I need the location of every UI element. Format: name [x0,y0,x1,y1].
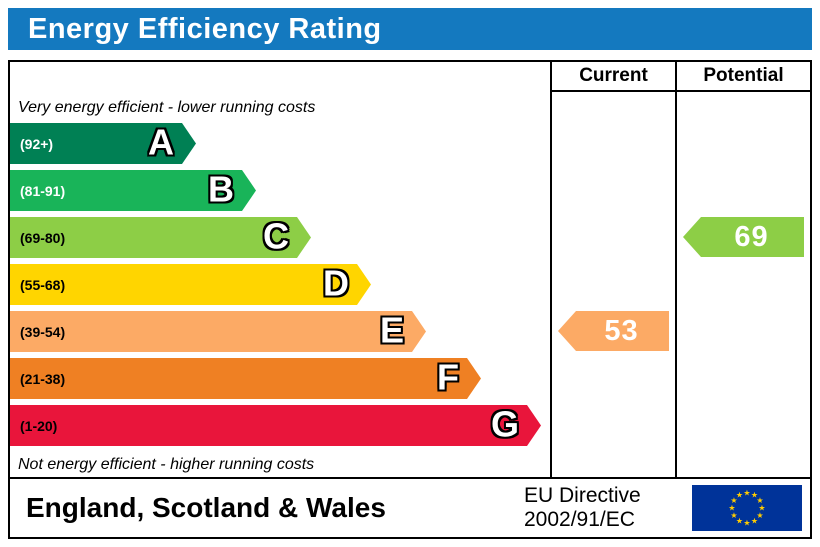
band-c-range: (69-80) [20,229,66,246]
band-row: (55-68) D [10,261,550,308]
svg-text:★: ★ [758,504,765,513]
table-footer: England, Scotland & Wales EU Directive 2… [10,477,810,537]
chart-title-bar: Energy Efficiency Rating [8,8,812,50]
svg-text:★: ★ [751,517,758,526]
potential-rating-value: 69 [734,220,769,253]
band-f: (21-38) F [10,358,481,399]
band-row: (21-38) F [10,355,550,402]
top-note: Very energy efficient - lower running co… [18,99,316,116]
rating-table: Current Potential Very energy efficient … [8,60,812,539]
band-g-letter: G [490,403,519,445]
band-b-range: (81-91) [20,182,66,199]
svg-text:★: ★ [743,489,750,498]
band-g-range: (1-20) [20,417,58,434]
svg-text:★: ★ [756,511,763,520]
bottom-note: Not energy efficient - higher running co… [18,456,315,473]
svg-text:★: ★ [736,517,743,526]
table-body: Very energy efficient - lower running co… [10,92,810,477]
band-row: (69-80) C [10,214,550,261]
band-d: (55-68) D [10,264,371,305]
svg-text:★: ★ [751,491,758,500]
chart-title: Energy Efficiency Rating [28,12,382,45]
eu-directive-label: EU Directive 2002/91/EC [524,484,692,531]
region-label: England, Scotland & Wales [26,492,386,523]
band-chart-area: Very energy efficient - lower running co… [10,92,550,477]
eu-directive-line1: EU Directive [524,484,641,508]
band-row: (1-20) G [10,402,550,449]
eu-directive-line2: 2002/91/EC [524,508,635,531]
current-column: 53 [550,92,675,477]
potential-rating-pointer: 69 [683,217,804,257]
potential-column-header: Potential [675,62,810,92]
band-g: (1-20) G [10,405,541,446]
svg-text:★: ★ [728,504,735,513]
svg-text:★: ★ [736,491,743,500]
svg-text:★: ★ [743,519,750,528]
band-f-range: (21-38) [20,370,66,387]
current-column-header: Current [550,62,675,92]
svg-text:★: ★ [756,496,763,505]
eu-flag-icon: ★ ★ ★ ★ ★ ★ ★ ★ ★ ★ ★ ★ [692,485,802,531]
band-row: (39-54) E [10,308,550,355]
chart-column-header-spacer [10,62,550,92]
band-d-range: (55-68) [20,276,66,293]
band-a: (92+) A [10,123,196,164]
current-rating-pointer: 53 [558,311,669,351]
band-row: (81-91) B [10,167,550,214]
band-b: (81-91) B [10,170,256,211]
eu-flag-stars: ★ ★ ★ ★ ★ ★ ★ ★ ★ ★ ★ ★ [728,489,765,528]
svg-text:★: ★ [730,496,737,505]
band-c-letter: C [263,215,289,257]
current-rating-value: 53 [604,314,639,347]
band-b-letter: B [208,168,234,210]
band-e-letter: E [379,309,404,351]
band-c: (69-80) C [10,217,311,258]
svg-text:★: ★ [730,511,737,520]
band-row: (92+) A [10,120,550,167]
band-a-range: (92+) [20,135,54,152]
eu-flag-field [692,485,802,531]
table-header-row: Current Potential [10,62,810,92]
potential-column: 69 [675,92,810,477]
band-e: (39-54) E [10,311,426,352]
band-a-letter: A [148,121,174,163]
band-e-range: (39-54) [20,323,66,340]
band-f-letter: F [437,356,459,398]
band-d-letter: D [323,262,349,304]
